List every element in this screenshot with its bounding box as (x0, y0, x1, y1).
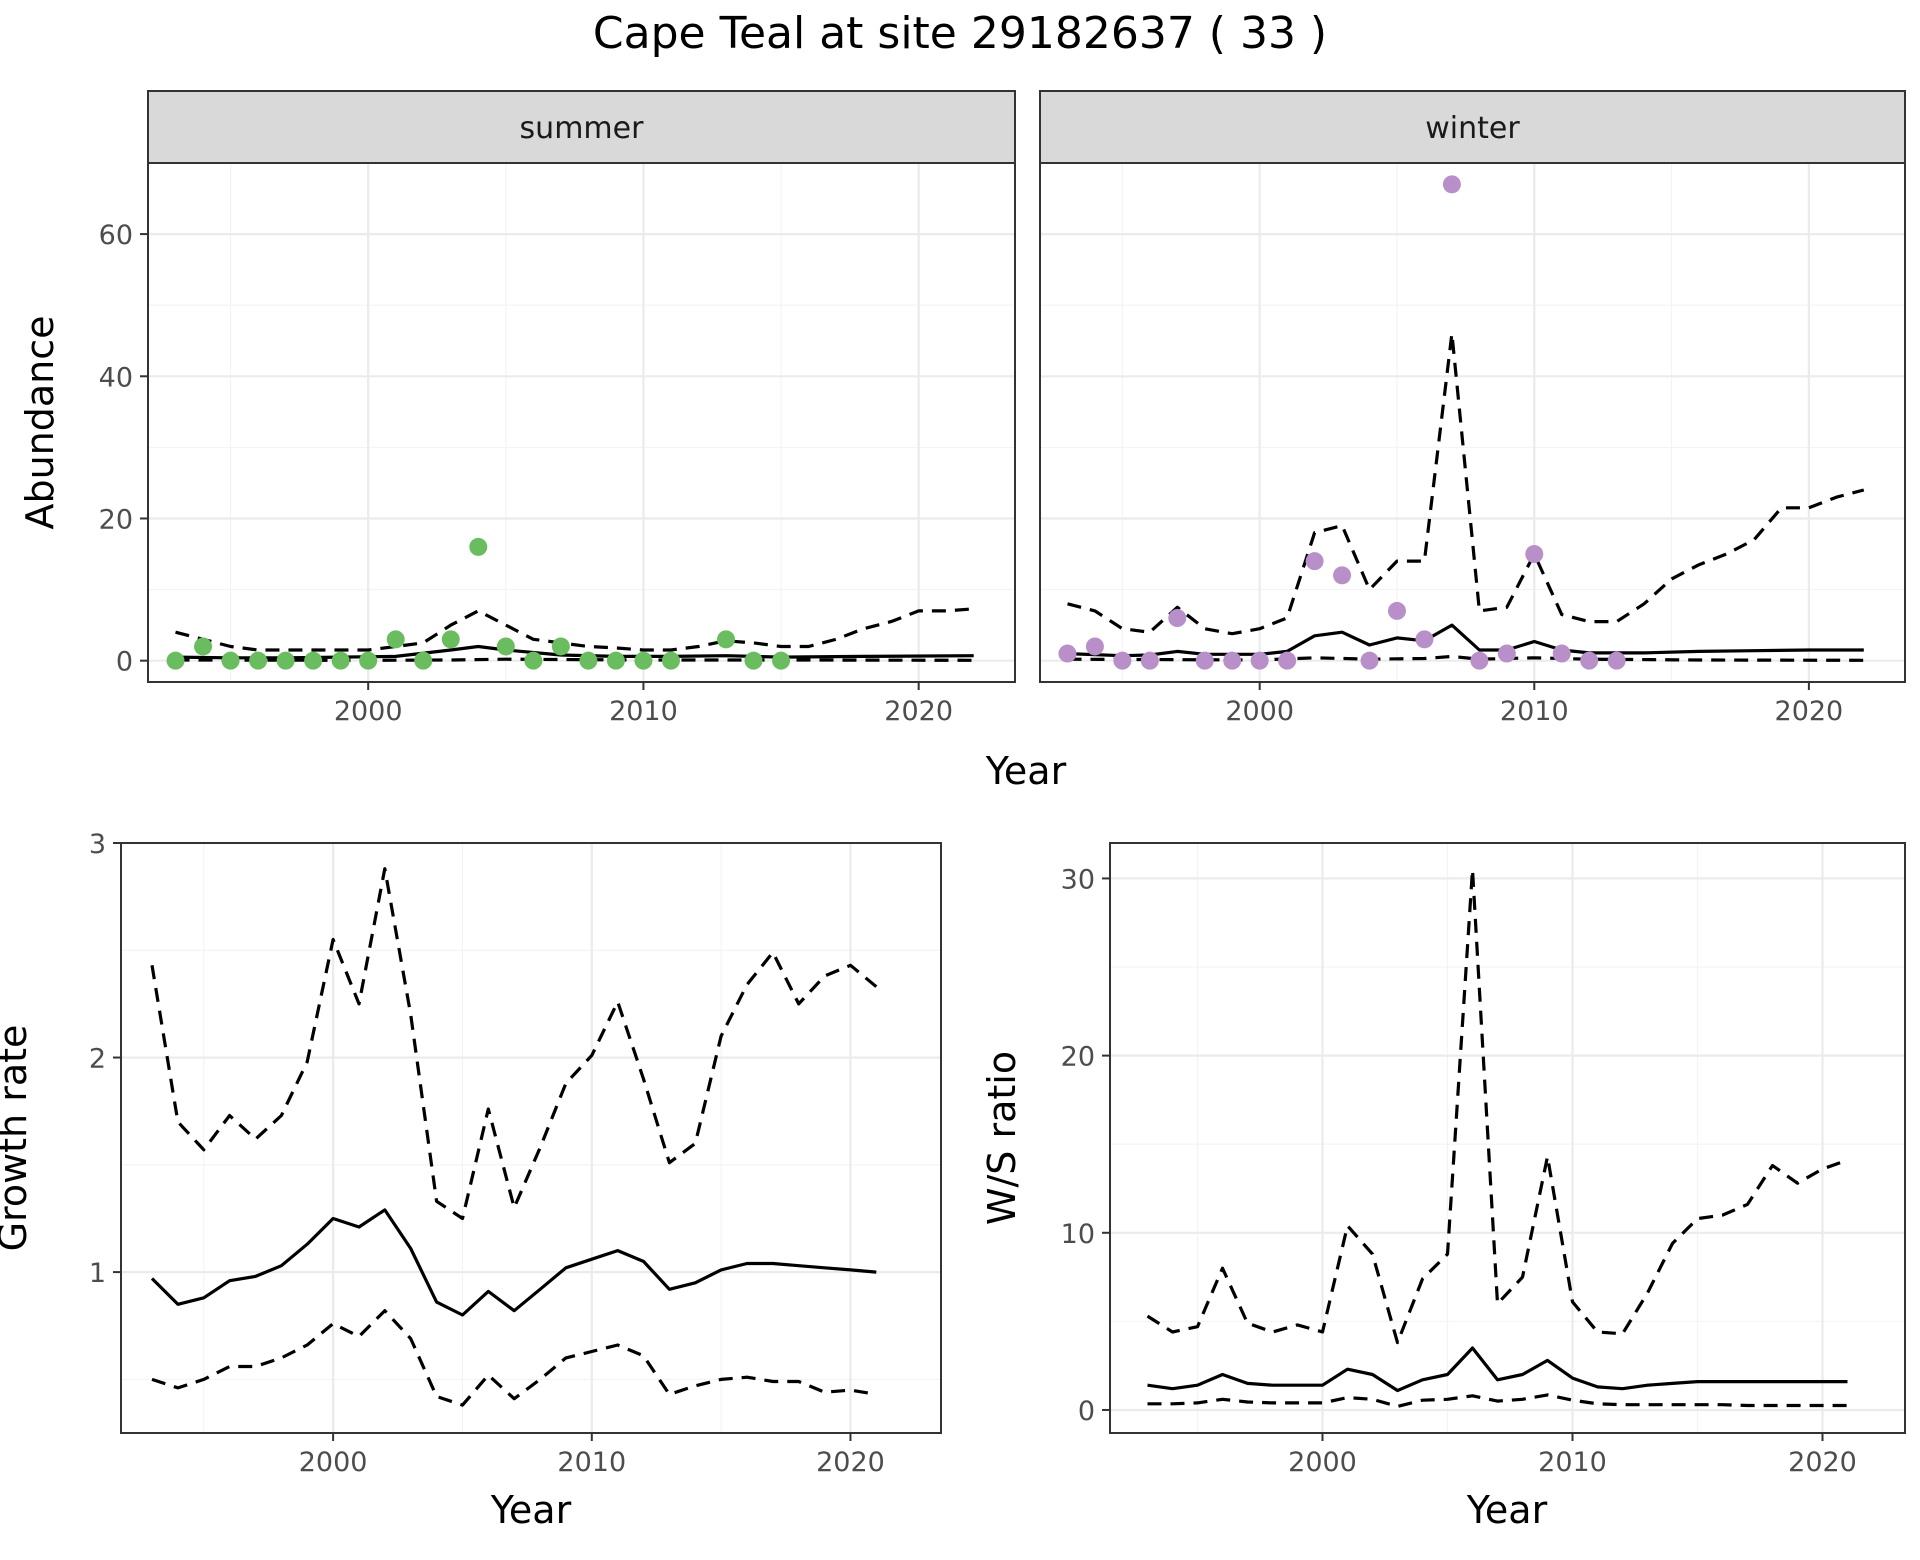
winter-count-point (1470, 651, 1489, 670)
winter-count-point (1607, 651, 1626, 670)
estimate-line (175, 644, 974, 660)
estimate-line (150, 1208, 877, 1317)
winter-count-point (1058, 644, 1077, 663)
y-tick-label: 40 (99, 362, 133, 393)
x-tick-label: 2000 (299, 1447, 368, 1478)
x-tick-label: 2020 (884, 696, 953, 727)
estimate-line (1067, 623, 1864, 658)
x-tick-label: 2010 (1500, 696, 1569, 727)
winter-count-point (1305, 552, 1324, 571)
y-tick-label: 30 (1061, 864, 1095, 895)
summer-count-point (744, 651, 763, 670)
y-tick-label: 10 (1061, 1219, 1095, 1250)
x-tick-label: 2010 (557, 1447, 626, 1478)
y-tick-label: 0 (1078, 1396, 1095, 1427)
panel-border (147, 162, 1016, 683)
interval-line (175, 607, 974, 652)
abundance-summer-panel: summer 2000 2010 2020 0 20 40 60 Abundance (18, 90, 1016, 727)
x-tick-label: 2010 (609, 696, 678, 727)
y-axis-title: Growth rate (0, 1025, 35, 1252)
x-tick-label: 2010 (1538, 1447, 1607, 1478)
summer-count-point (661, 651, 680, 670)
interval-line (1067, 332, 1865, 636)
summer-count-point (524, 651, 543, 670)
winter-count-point (1140, 651, 1159, 670)
summer-count-point (772, 651, 791, 670)
winter-count-point (1250, 651, 1269, 670)
summer-count-point (359, 651, 378, 670)
summer-count-point (717, 630, 735, 649)
winter-count-point (1552, 644, 1571, 663)
winter-count-point (1525, 545, 1544, 564)
winter-count-point (1085, 637, 1104, 656)
ws-ratio-panel: 2000 2010 2020 0 10 20 30 W/S ratio Year (980, 842, 1906, 1532)
interval-line (1067, 654, 1864, 662)
summer-count-point (331, 651, 350, 670)
estimate-line (1147, 1346, 1848, 1393)
y-axis-title: W/S ratio (980, 1051, 1024, 1225)
winter-count-point (1497, 644, 1516, 663)
facet-strip-label: summer (520, 111, 645, 146)
summer-count-point (276, 651, 295, 670)
summer-count-point (386, 630, 405, 649)
x-axis-title: Year (490, 1488, 572, 1532)
winter-count-point (1442, 175, 1461, 194)
summer-count-point (166, 651, 185, 670)
summer-count-point (194, 637, 213, 656)
interval-line (1146, 868, 1849, 1345)
x-axis-title: Year (1466, 1488, 1548, 1532)
summer-count-point (414, 651, 433, 670)
summer-count-point (304, 651, 323, 670)
y-tick-label: 20 (99, 504, 133, 535)
summer-count-point (634, 651, 653, 670)
interval-line (151, 1309, 877, 1407)
x-tick-label: 2020 (1788, 1447, 1857, 1478)
y-tick-label: 60 (99, 220, 133, 251)
summer-count-point (221, 651, 240, 670)
x-tick-label: 2020 (1775, 696, 1844, 727)
summer-count-point (441, 630, 460, 649)
interval-line (175, 657, 974, 662)
x-tick-label: 2000 (1225, 696, 1294, 727)
winter-count-point (1223, 651, 1242, 670)
y-tick-label: 3 (89, 829, 106, 860)
interval-line (1147, 1393, 1848, 1408)
facet-strip (1039, 90, 1906, 164)
abundance-winter-panel: winter 2000 2010 2020 (1039, 90, 1906, 727)
winter-count-point (1387, 601, 1406, 620)
summer-count-point (249, 651, 268, 670)
winter-count-point (1195, 651, 1214, 670)
summer-count-point (579, 651, 598, 670)
panel-border (1039, 162, 1906, 683)
y-tick-label: 1 (89, 1258, 106, 1289)
x-axis-title: Year (985, 749, 1067, 793)
winter-count-point (1415, 630, 1434, 649)
winter-count-point (1580, 651, 1599, 670)
summer-count-point (496, 637, 515, 656)
panel-border (1109, 842, 1906, 1434)
summer-count-point (551, 637, 570, 656)
winter-count-point (1360, 651, 1379, 670)
winter-count-point (1278, 651, 1297, 670)
y-tick-label: 2 (89, 1044, 106, 1075)
facet-strip (147, 90, 1016, 164)
facet-strip-label: winter (1425, 111, 1520, 146)
y-tick-label: 0 (116, 647, 133, 678)
winter-count-point (1168, 609, 1187, 628)
summer-count-point (606, 651, 625, 670)
winter-count-point (1113, 651, 1132, 670)
x-tick-label: 2020 (816, 1447, 885, 1478)
x-tick-label: 2000 (1288, 1447, 1357, 1478)
y-tick-label: 20 (1061, 1042, 1095, 1073)
chart-title: Cape Teal at site 29182637 ( 33 ) (593, 8, 1327, 59)
panel-border (120, 842, 942, 1434)
y-axis-title: Abundance (18, 315, 62, 529)
summer-count-point (469, 537, 488, 556)
growth-rate-panel: 2000 2010 2020 1 2 3 Growth rate Year (0, 829, 942, 1532)
x-tick-label: 2000 (334, 696, 403, 727)
winter-count-point (1333, 566, 1352, 585)
interval-line (150, 867, 878, 1221)
